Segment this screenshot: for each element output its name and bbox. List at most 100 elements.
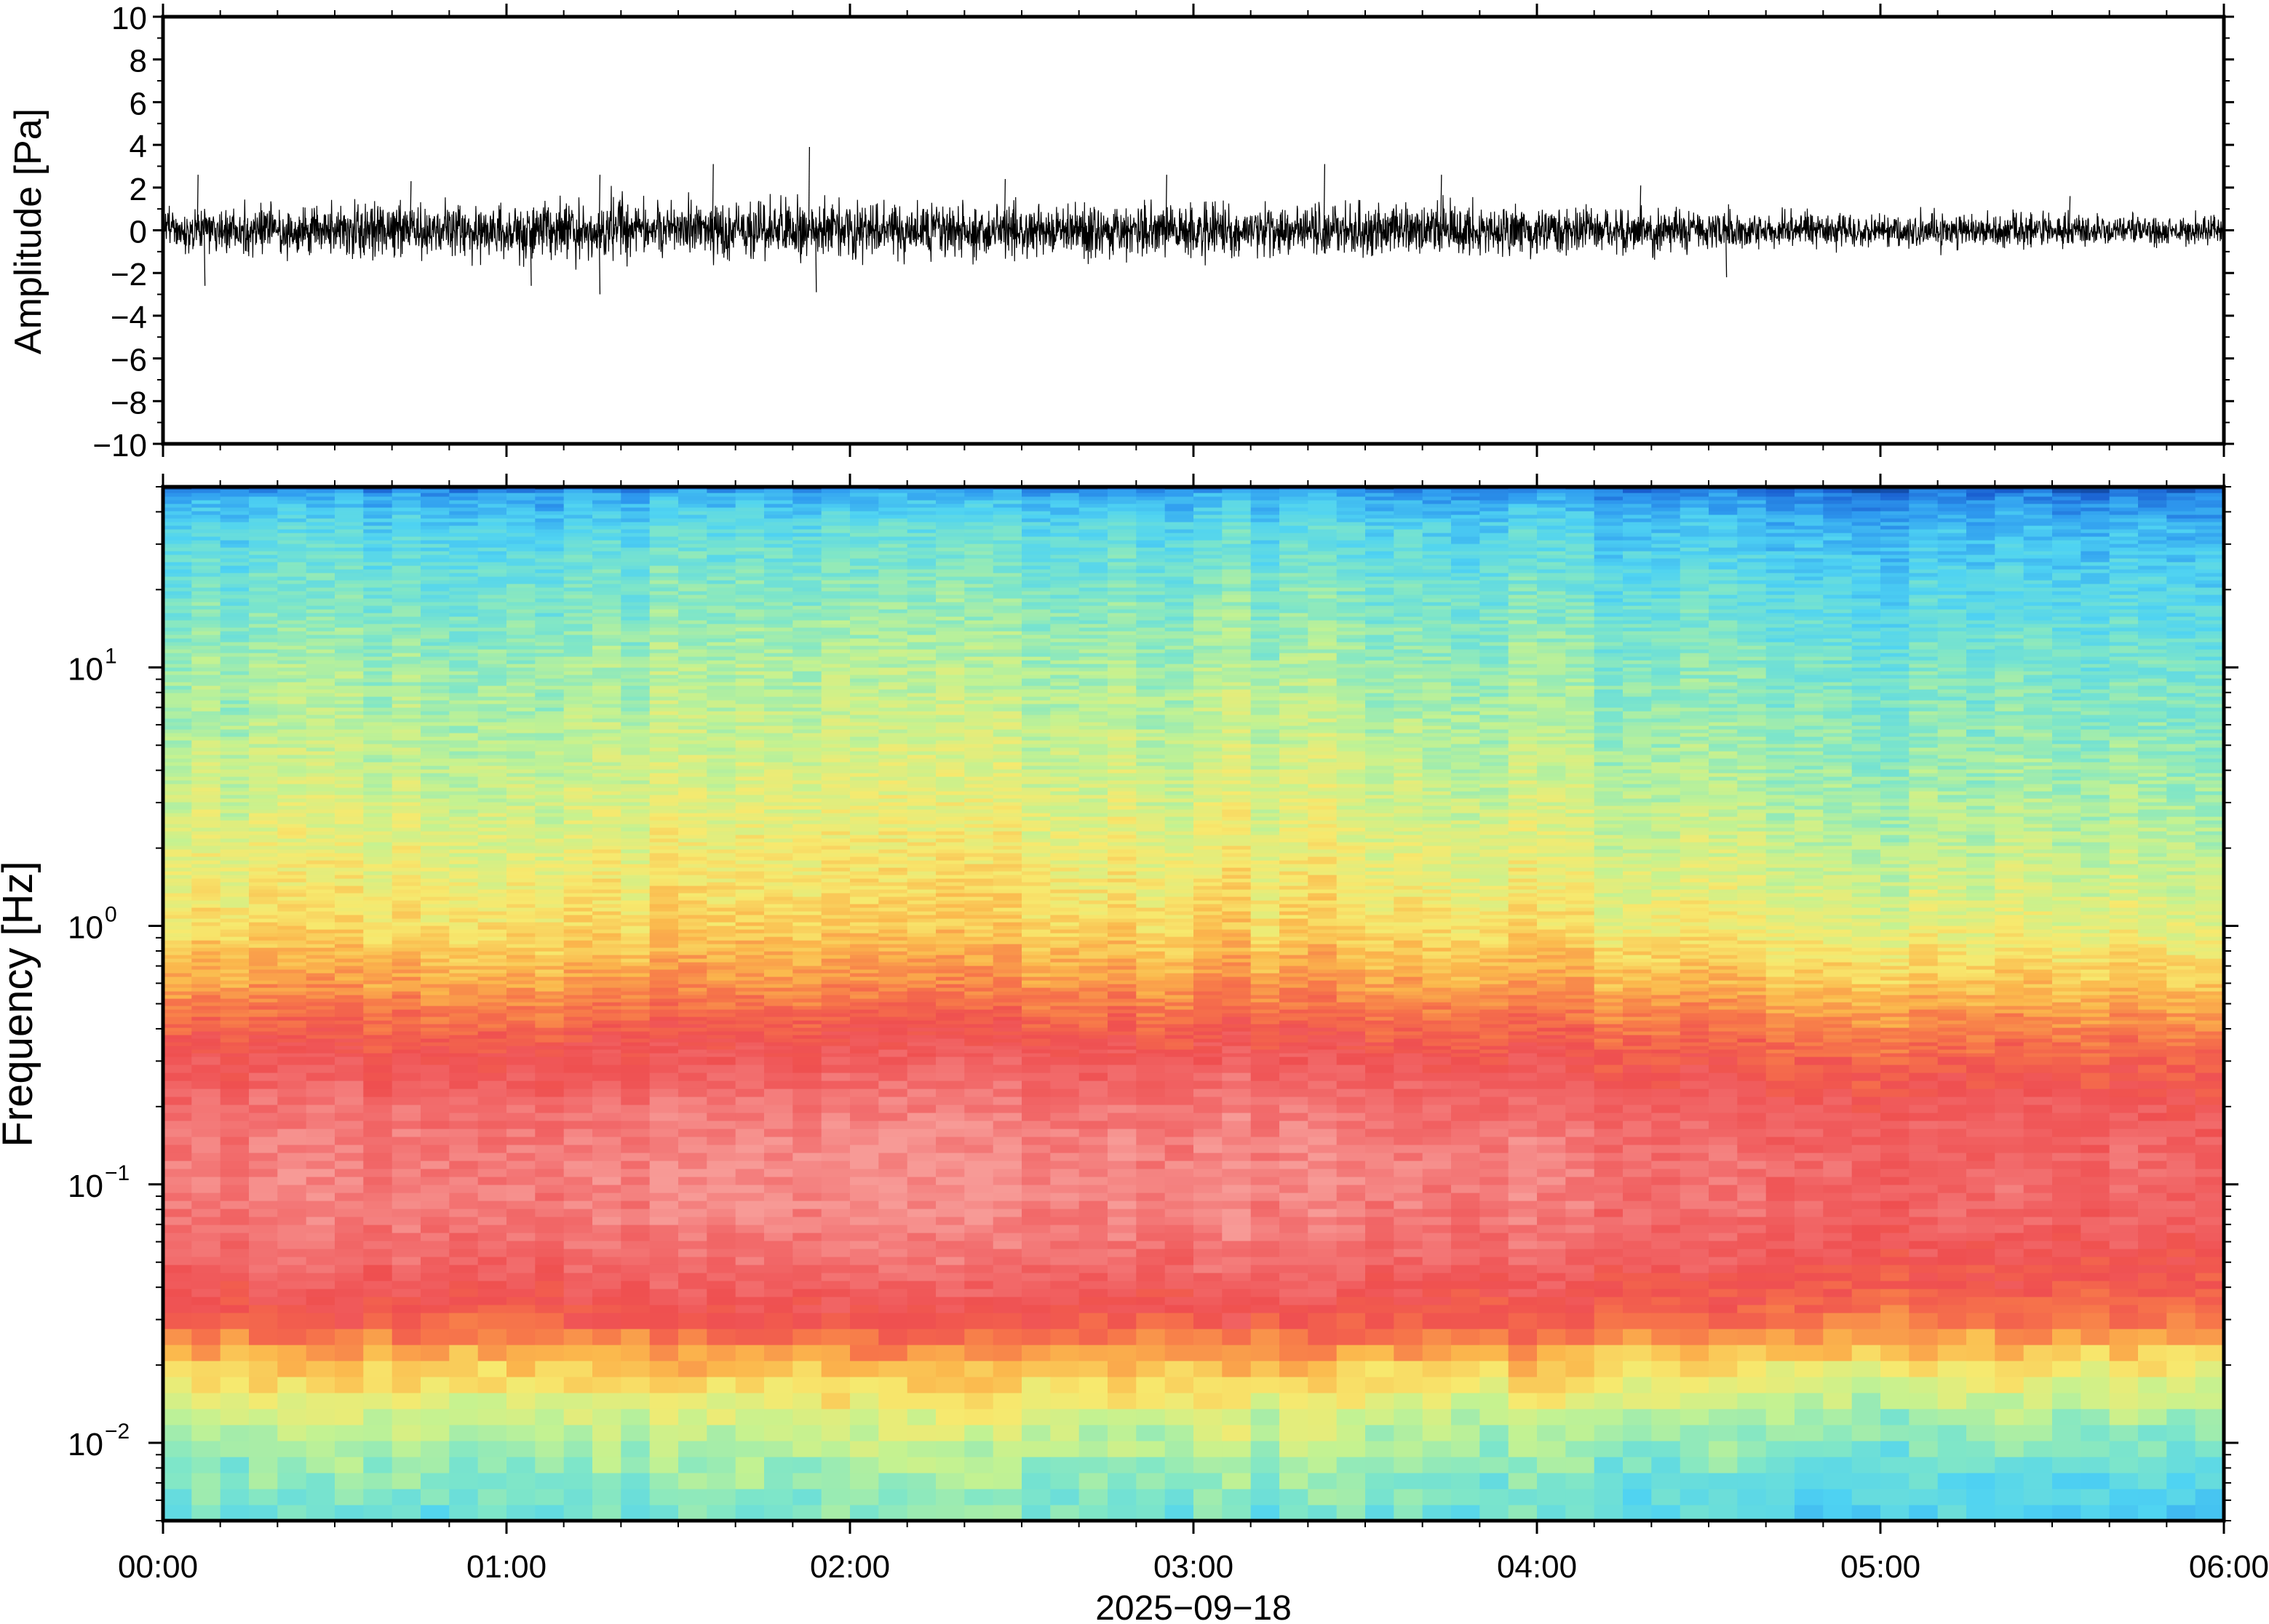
spectrogram-cell <box>306 955 335 959</box>
spectrogram-cell <box>649 784 679 788</box>
spectrogram-cell <box>649 973 679 977</box>
spectrogram-cell <box>249 944 278 948</box>
spectrogram-cell <box>535 922 565 926</box>
spectrogram-cell <box>764 867 793 872</box>
spectrogram-cell <box>621 1177 651 1185</box>
spectrogram-cell <box>363 685 393 690</box>
spectrogram-cell <box>335 569 364 573</box>
spectrogram-cell <box>392 489 421 493</box>
spectrogram-cell <box>735 827 765 832</box>
spectrogram-cell <box>277 940 307 944</box>
spectrogram-cell <box>306 1088 335 1097</box>
spectrogram-cell <box>506 602 536 606</box>
spectrogram-cell <box>707 1265 736 1273</box>
spectrogram-cell <box>592 751 621 755</box>
spectrogram-cell <box>792 682 822 686</box>
spectrogram-cell <box>449 787 479 792</box>
spectrogram-cell <box>707 762 736 766</box>
spectrogram-cell <box>821 944 851 948</box>
spectrogram-cell <box>277 682 307 686</box>
spectrogram-cell <box>191 896 221 901</box>
spectrogram-cell <box>163 922 192 926</box>
spectrogram-cell <box>649 1377 679 1393</box>
spectrogram-cell <box>649 889 679 893</box>
spectrogram-cell <box>535 813 565 817</box>
spectrogram-cell <box>592 704 621 708</box>
spectrogram-cell <box>707 711 736 715</box>
spectrogram-cell <box>621 605 651 610</box>
spectrogram-cell <box>277 860 307 864</box>
spectrogram-cell <box>678 1169 707 1177</box>
spectrogram-cell <box>535 1064 565 1073</box>
spectrogram-cell <box>363 1016 393 1021</box>
spectrogram-cell <box>277 1031 307 1035</box>
spectrogram-cell <box>306 1024 335 1028</box>
spectrogram-cell <box>506 911 536 915</box>
spectrogram-cell <box>592 693 621 697</box>
spectrogram-cell <box>363 587 393 592</box>
spectrogram-cell <box>592 740 621 744</box>
spectrogram-cell <box>306 700 335 704</box>
spectrogram-cell <box>421 936 450 941</box>
spectrogram-cell <box>220 529 250 533</box>
spectrogram-cell <box>421 1193 450 1201</box>
spectrogram-cell <box>592 951 621 955</box>
spectrogram-cell <box>363 1233 393 1241</box>
spectrogram-cell <box>449 609 479 613</box>
spectrogram-cell <box>421 922 450 926</box>
spectrogram-cell <box>220 638 250 642</box>
spectrogram-cell <box>563 736 593 741</box>
spectrogram-cell <box>735 1056 765 1065</box>
spectrogram-cell <box>649 1393 679 1409</box>
spectrogram-cell <box>592 656 621 661</box>
spectrogram-cell <box>764 995 793 999</box>
spectrogram-cell <box>592 1137 621 1145</box>
spectrogram-cell <box>277 627 307 632</box>
spectrogram-cell <box>249 798 278 803</box>
spectrogram-cell <box>449 540 479 544</box>
spectrogram-cell <box>792 755 822 759</box>
spectrogram-cell <box>792 1129 822 1137</box>
spectrogram-cell <box>621 791 651 795</box>
spectrogram-cell <box>506 1393 536 1409</box>
spectrogram-cell <box>220 980 250 984</box>
spectrogram-cell <box>506 889 536 893</box>
spectrogram-cell <box>649 944 679 948</box>
spectrogram-cell <box>649 1088 679 1097</box>
spectrogram-cell <box>421 533 450 537</box>
spectrogram-cell <box>220 700 250 704</box>
spectrogram-cell <box>792 900 822 904</box>
spectrogram-cell <box>477 580 507 584</box>
spectrogram-cell <box>363 1002 393 1006</box>
spectrogram-cell <box>191 827 221 832</box>
spectrogram-cell <box>335 584 364 588</box>
spectrogram-cell <box>449 769 479 773</box>
spectrogram-cell <box>821 969 851 974</box>
spectrogram-cell <box>392 900 421 904</box>
spectrogram-cell <box>220 1153 250 1161</box>
spectrogram-cell <box>163 1289 192 1297</box>
spectrogram-cell <box>363 831 393 835</box>
spectrogram-cell <box>592 787 621 792</box>
spectrogram-cell <box>592 696 621 701</box>
spectrogram-cell <box>449 958 479 963</box>
spectrogram-cell <box>306 827 335 832</box>
spectrogram-cell <box>163 958 192 963</box>
spectrogram-cell <box>392 911 421 915</box>
spectrogram-cell <box>649 751 679 755</box>
spectrogram-cell <box>678 685 707 690</box>
spectrogram-cell <box>678 864 707 868</box>
spectrogram-cell <box>649 591 679 595</box>
spectrogram-cell <box>306 1112 335 1121</box>
spectrogram-cell <box>335 616 364 621</box>
spectrogram-cell <box>621 514 651 519</box>
spectrogram-cell <box>592 1209 621 1217</box>
spectrogram-cell <box>449 598 479 602</box>
spectrogram-cell <box>735 540 765 544</box>
spectrogram-cell <box>678 765 707 770</box>
spectrogram-cell <box>392 769 421 773</box>
spectrogram-cell <box>421 780 450 784</box>
spectrogram-cell <box>277 1049 307 1054</box>
spectrogram-cell <box>506 1441 536 1457</box>
spectrogram-cell <box>392 1329 421 1345</box>
